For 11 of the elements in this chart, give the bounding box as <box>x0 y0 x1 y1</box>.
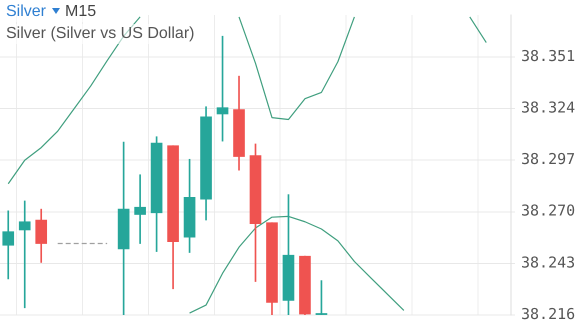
candlestick <box>316 280 328 315</box>
annotation: M15 <box>65 3 96 20</box>
chart-title: Silver <box>6 3 46 20</box>
text: Silver (Silver vs US Dollar) <box>6 24 194 44</box>
y-tick-label: 38.297 <box>521 150 576 168</box>
candlestick <box>216 36 228 142</box>
y-tick-label: 38.216 <box>521 304 576 323</box>
y-tick-label: 38.324 <box>521 98 576 117</box>
y-tick-label: 38.243 <box>521 253 576 272</box>
y-tick-label: 38.351 <box>521 46 576 65</box>
y-tick-label: 38.270 <box>521 202 576 220</box>
